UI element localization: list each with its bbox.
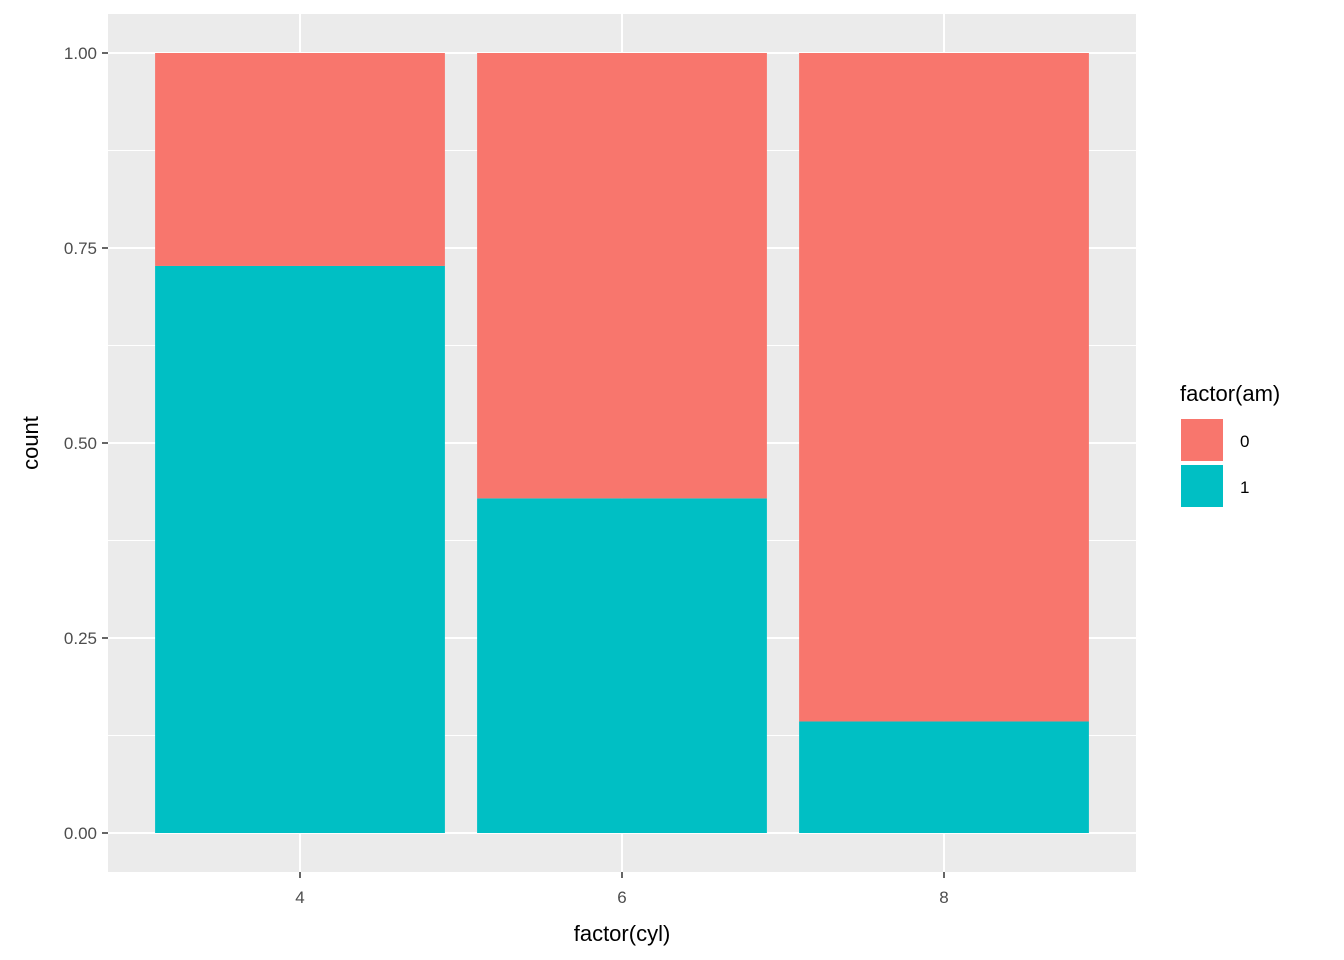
legend-label-0: 0	[1240, 432, 1249, 451]
legend-key-1	[1181, 465, 1223, 507]
bar-segment-cyl-8-am-1	[799, 721, 1089, 833]
y-tick-label: 0.50	[64, 434, 97, 453]
y-axis-title: count	[18, 416, 43, 470]
bar-segment-cyl-8-am-0	[799, 53, 1089, 722]
bar-segment-cyl-6-am-0	[477, 53, 767, 499]
legend-title: factor(am)	[1180, 381, 1280, 406]
y-tick-label: 0.25	[64, 629, 97, 648]
bar-segment-cyl-4-am-0	[155, 53, 445, 266]
x-tick-label: 4	[295, 888, 304, 907]
legend: factor(am) 0 1	[1180, 381, 1280, 507]
x-axis: 4 6 8	[295, 872, 949, 907]
legend-label-1: 1	[1240, 478, 1249, 497]
bar-segment-cyl-6-am-1	[477, 498, 767, 833]
x-axis-title: factor(cyl)	[574, 921, 671, 946]
y-axis: 0.00 0.25 0.50 0.75 1.00	[64, 44, 108, 843]
y-tick-label: 0.00	[64, 824, 97, 843]
x-tick-label: 8	[939, 888, 948, 907]
bar-segment-cyl-4-am-1	[155, 265, 445, 833]
y-tick-label: 1.00	[64, 44, 97, 63]
y-tick-label: 0.75	[64, 239, 97, 258]
legend-key-0	[1181, 419, 1223, 461]
x-tick-label: 6	[617, 888, 626, 907]
bars	[155, 53, 1089, 833]
